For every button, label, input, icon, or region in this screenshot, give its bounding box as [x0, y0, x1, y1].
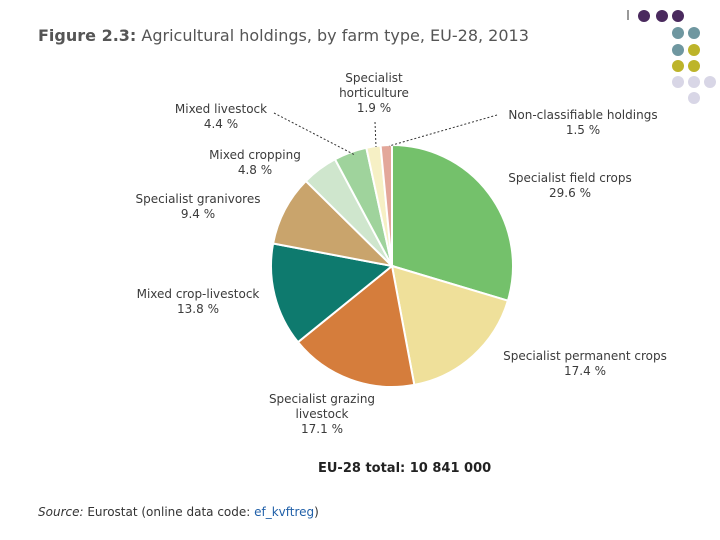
decorative-dot [672, 76, 684, 88]
decorative-dot [688, 76, 700, 88]
pie-slice-specialist-grazing-livestock [296, 264, 416, 388]
slice-label-non-classifiable-holdings: Non-classifiable holdings 1.5 % [508, 108, 657, 137]
slice-label-mixed-livestock: Mixed livestock 4.4 % [175, 102, 267, 131]
figure-title-text: Agricultural holdings, by farm type, EU-… [141, 26, 529, 45]
slice-label-specialist-permanent-crops: Specialist permanent crops 17.4 % [503, 349, 667, 378]
slice-labels: Specialist field crops 29.6 % Specialist p… [136, 71, 667, 436]
source-note: Source: Eurostat (online data code: ef_k… [38, 505, 319, 519]
slice-label-specialist-granivores: Specialist granivores 9.4 % [136, 192, 261, 221]
figure-label: Figure 2.3: [38, 26, 137, 45]
source-text: Eurostat (online data code: [83, 505, 255, 519]
pie-slices [270, 143, 514, 388]
decorative-dot [638, 10, 650, 22]
decorative-dot [688, 44, 700, 56]
source-code-link[interactable]: ef_kvftreg [254, 505, 315, 519]
source-label: Source: [38, 505, 84, 519]
pie-slice-specialist-permanent-crops [390, 264, 510, 387]
decorative-dot [656, 10, 668, 22]
decorative-dot [688, 92, 700, 104]
slice-label-specialist-horticulture: Specialist horticulture 1.9 % [339, 71, 409, 115]
decorative-dot [704, 76, 716, 88]
leader-line [388, 114, 498, 147]
pie-slice-specialist-field-crops [391, 143, 514, 302]
leader-line [273, 112, 356, 156]
leader-line [374, 121, 377, 148]
decorative-dot [672, 60, 684, 72]
leader-lines [273, 112, 498, 156]
slice-label-specialist-field-crops: Specialist field crops 29.6 % [508, 171, 632, 200]
decorative-dot [672, 44, 684, 56]
pie-slice-mixed-crop-livestock [270, 242, 395, 344]
decorative-dots [627, 10, 716, 104]
chart-title: Figure 2.3: Agricultural holdings, by fa… [38, 26, 529, 45]
decorative-dot [672, 27, 684, 39]
slice-label-specialist-grazing-livestock: Specialist grazing livestock 17.1 % [269, 392, 375, 436]
slice-label-mixed-crop-livestock: Mixed crop-livestock 13.8 % [137, 287, 260, 316]
slice-label-mixed-cropping: Mixed cropping 4.8 % [209, 148, 301, 177]
decorative-dot [688, 60, 700, 72]
decorative-dot [672, 10, 684, 22]
decorative-dot [688, 27, 700, 39]
total-label: EU-28 total: 10 841 000 [318, 461, 492, 476]
source-close: ) [314, 505, 319, 519]
